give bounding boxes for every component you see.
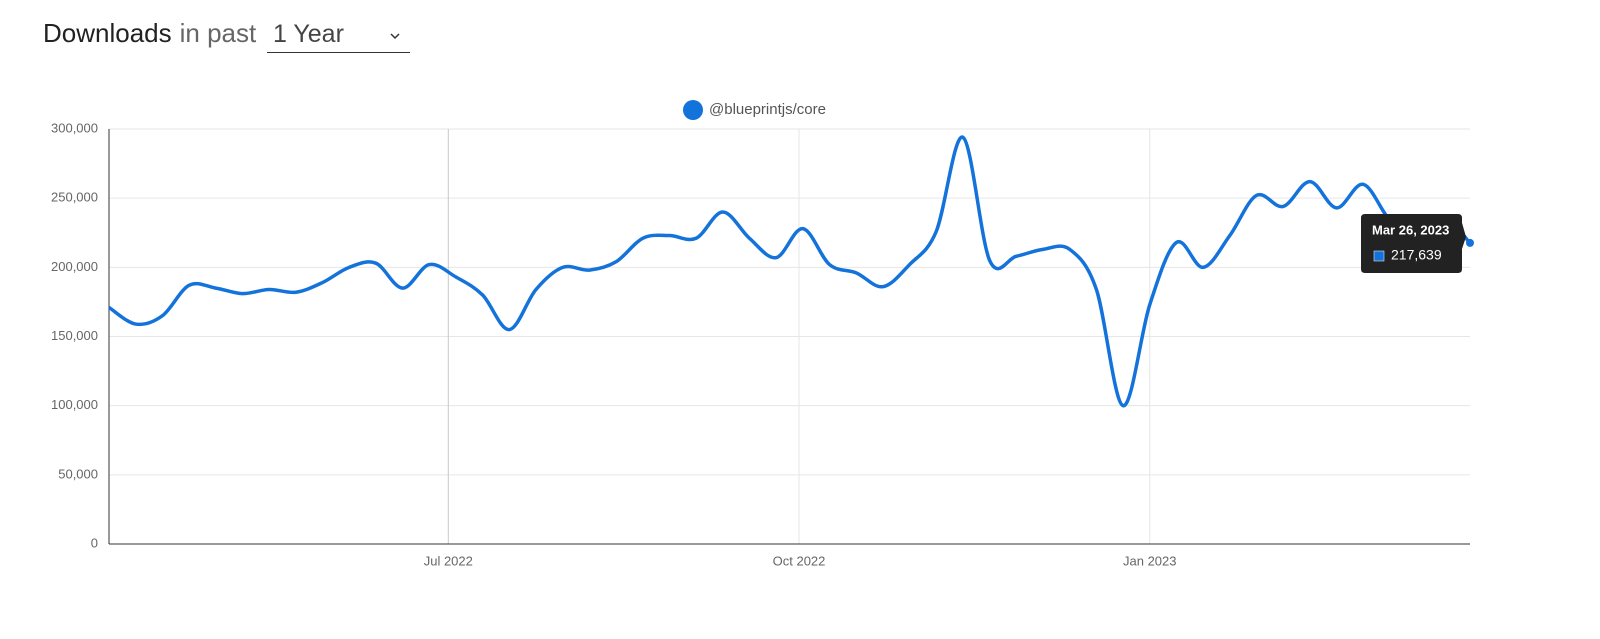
x-tick-label: Jan 2023: [1123, 553, 1177, 568]
tooltip-swatch: [1373, 250, 1385, 262]
y-tick-label: 200,000: [51, 259, 98, 274]
header: Downloads in past: [43, 18, 256, 54]
tooltip: Mar 26, 2023 217,639: [1361, 214, 1466, 273]
y-tick-label: 0: [91, 535, 98, 550]
legend-swatch: [683, 100, 703, 120]
chevron: [390, 33, 400, 40]
tooltip-title: Mar 26, 2023: [1372, 222, 1449, 237]
y-tick-label: 150,000: [51, 328, 98, 343]
y-tick-label: 100,000: [51, 397, 98, 412]
legend-label: @blueprintjs/core: [709, 101, 826, 118]
y-tick-label: 300,000: [51, 120, 98, 135]
y-tick-label: 250,000: [51, 190, 98, 205]
point: [1466, 238, 1474, 247]
period-value: 1 Year: [273, 20, 344, 48]
series-line: [108, 135, 1472, 408]
tooltip-box: [1361, 214, 1466, 273]
period-select[interactable]: 1 Year: [267, 18, 410, 53]
x-tick-label: Jul 2022: [424, 553, 473, 568]
title: Downloads: [43, 18, 172, 48]
tooltip-value: 217,639: [1391, 247, 1442, 263]
x-tick-label: Oct 2022: [773, 553, 826, 568]
subtitle: in past: [179, 18, 257, 48]
y-tick-label: 50,000: [58, 466, 98, 481]
